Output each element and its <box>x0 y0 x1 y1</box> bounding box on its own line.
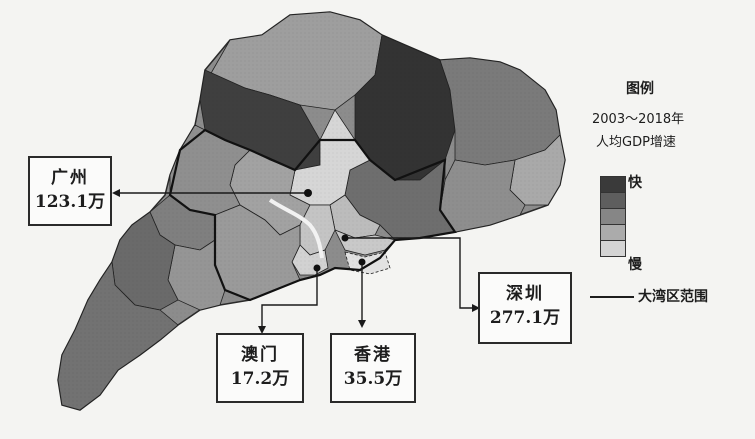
legend-fast-label: 快 <box>628 175 642 191</box>
macau-value: 17.2万 <box>230 369 290 389</box>
legend-swatch-1 <box>601 177 625 193</box>
shenzhen-value: 277.1万 <box>489 308 561 328</box>
guangzhou-value: 123.1万 <box>34 192 106 212</box>
macau-connector <box>261 268 318 328</box>
hongkong-arrow <box>358 320 366 328</box>
macau-marker <box>313 264 321 272</box>
shenzhen-connector <box>345 237 475 309</box>
shenzhen-label-box: 深圳 277.1万 <box>478 272 572 344</box>
bay-area-boundary <box>168 128 457 302</box>
hongkong-label-box: 香港 35.5万 <box>330 333 416 403</box>
macau-arrow <box>258 326 266 334</box>
legend-period: 2003～2018年 <box>592 112 685 127</box>
legend-swatch-4 <box>601 225 625 241</box>
legend-metric: 人均GDP增速 <box>596 135 676 150</box>
legend-boundary-line <box>590 296 634 298</box>
guangzhou-marker <box>304 189 312 197</box>
legend-color-scale <box>600 176 626 257</box>
guangzhou-name: 广州 <box>51 168 89 188</box>
pearl-river <box>268 198 324 259</box>
hongkong-value: 35.5万 <box>343 369 403 389</box>
legend-swatch-5 <box>601 241 625 256</box>
legend-slow-label: 慢 <box>628 257 642 273</box>
guangzhou-arrow <box>112 189 120 197</box>
guangzhou-label-box: 广州 123.1万 <box>28 156 112 226</box>
legend-swatch-2 <box>601 193 625 209</box>
shenzhen-arrow <box>472 304 480 312</box>
legend-title: 图例 <box>626 81 654 97</box>
macau-label-box: 澳门 17.2万 <box>216 333 304 403</box>
legend-swatch-3 <box>601 209 625 225</box>
legend-boundary-label: 大湾区范围 <box>638 289 708 305</box>
shenzhen-marker <box>341 234 349 242</box>
hongkong-marker <box>358 258 366 266</box>
hongkong-name: 香港 <box>354 345 392 365</box>
macau-name: 澳门 <box>241 345 279 365</box>
shenzhen-name: 深圳 <box>506 284 544 304</box>
